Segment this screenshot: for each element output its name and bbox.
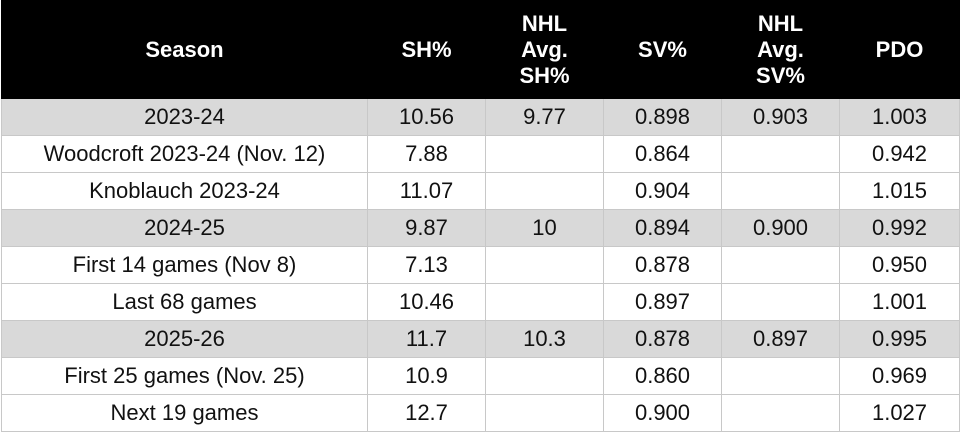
header-cell: SH% [367, 0, 486, 99]
table-cell: 2024-25 [1, 209, 368, 247]
table-cell [485, 135, 604, 173]
table-cell: 12.7 [367, 394, 486, 432]
header-text: SV% [638, 36, 687, 62]
table-cell: 0.900 [721, 209, 840, 247]
table-row: First 14 games (Nov 8) 7.13 0.878 0.950 [1, 246, 960, 284]
table-cell: 9.87 [367, 209, 486, 247]
table-cell: 1.027 [839, 394, 960, 432]
table-cell: 11.7 [367, 320, 486, 358]
table-cell: 0.878 [603, 320, 722, 358]
table-cell: 1.015 [839, 172, 960, 210]
header-cell: NHL Avg. SV% [721, 0, 840, 99]
table-cell [721, 283, 840, 321]
table-cell: 0.995 [839, 320, 960, 358]
header-text: PDO [875, 36, 924, 62]
table-row: Knoblauch 2023-24 11.07 0.904 1.015 [1, 172, 960, 210]
table-cell: 2023-24 [1, 98, 368, 136]
table-cell: 0.860 [603, 357, 722, 395]
table-cell: 0.903 [721, 98, 840, 136]
table-header: Season SH% NHL Avg. SH% SV% NHL Avg. SV% PDO [1, 0, 960, 99]
header-text: SH% [401, 36, 452, 62]
table-cell: 7.13 [367, 246, 486, 284]
table-cell: 10.56 [367, 98, 486, 136]
table-cell: 9.77 [485, 98, 604, 136]
table-cell: 0.878 [603, 246, 722, 284]
table-cell: First 25 games (Nov. 25) [1, 357, 368, 395]
table-cell: 0.942 [839, 135, 960, 173]
table-row: Last 68 games 10.46 0.897 1.001 [1, 283, 960, 321]
header-cell: NHL Avg. SH% [485, 0, 604, 99]
table-cell: 2025-26 [1, 320, 368, 358]
table-cell: Next 19 games [1, 394, 368, 432]
table-cell: 0.897 [603, 283, 722, 321]
table-cell: 0.894 [603, 209, 722, 247]
table-cell: 10.9 [367, 357, 486, 395]
table-cell: 11.07 [367, 172, 486, 210]
table-cell [721, 394, 840, 432]
table-cell [721, 172, 840, 210]
header-text: NHL Avg. SV% [756, 10, 805, 88]
table-body: 2023-24 10.56 9.77 0.898 0.903 1.003 Woodcroft… [1, 98, 960, 432]
header-row: Season SH% NHL Avg. SH% SV% NHL Avg. SV% PDO [1, 0, 960, 99]
header-cell: PDO [839, 0, 960, 99]
table-cell: 0.969 [839, 357, 960, 395]
table-cell: 10 [485, 209, 604, 247]
table-cell: 0.904 [603, 172, 722, 210]
table-cell [721, 246, 840, 284]
table-cell: 0.900 [603, 394, 722, 432]
table-cell: 0.898 [603, 98, 722, 136]
table-cell: Last 68 games [1, 283, 368, 321]
table-cell: First 14 games (Nov 8) [1, 246, 368, 284]
table-row: Next 19 games 12.7 0.900 1.027 [1, 394, 960, 432]
table-cell: 1.001 [839, 283, 960, 321]
table-cell [485, 357, 604, 395]
table-row: 2023-24 10.56 9.77 0.898 0.903 1.003 [1, 98, 960, 136]
table-cell: 10.3 [485, 320, 604, 358]
table-cell: 1.003 [839, 98, 960, 136]
table-cell [721, 135, 840, 173]
table-row: First 25 games (Nov. 25) 10.9 0.860 0.969 [1, 357, 960, 395]
table-cell: 10.46 [367, 283, 486, 321]
table-cell [485, 283, 604, 321]
table-cell [485, 394, 604, 432]
table-cell [721, 357, 840, 395]
header-cell: Season [1, 0, 368, 99]
header-text: NHL Avg. SH% [519, 10, 570, 88]
table-cell: 0.950 [839, 246, 960, 284]
table-cell: 7.88 [367, 135, 486, 173]
table-cell: Woodcroft 2023-24 (Nov. 12) [1, 135, 368, 173]
table-cell: Knoblauch 2023-24 [1, 172, 368, 210]
table-row: 2025-26 11.7 10.3 0.878 0.897 0.995 [1, 320, 960, 358]
table-cell [485, 172, 604, 210]
table-row: Woodcroft 2023-24 (Nov. 12) 7.88 0.864 0.94… [1, 135, 960, 173]
table-cell: 0.864 [603, 135, 722, 173]
table-cell [485, 246, 604, 284]
table-cell: 0.992 [839, 209, 960, 247]
table-row: 2024-25 9.87 10 0.894 0.900 0.992 [1, 209, 960, 247]
header-text: Season [145, 36, 224, 62]
header-cell: SV% [603, 0, 722, 99]
table-cell: 0.897 [721, 320, 840, 358]
